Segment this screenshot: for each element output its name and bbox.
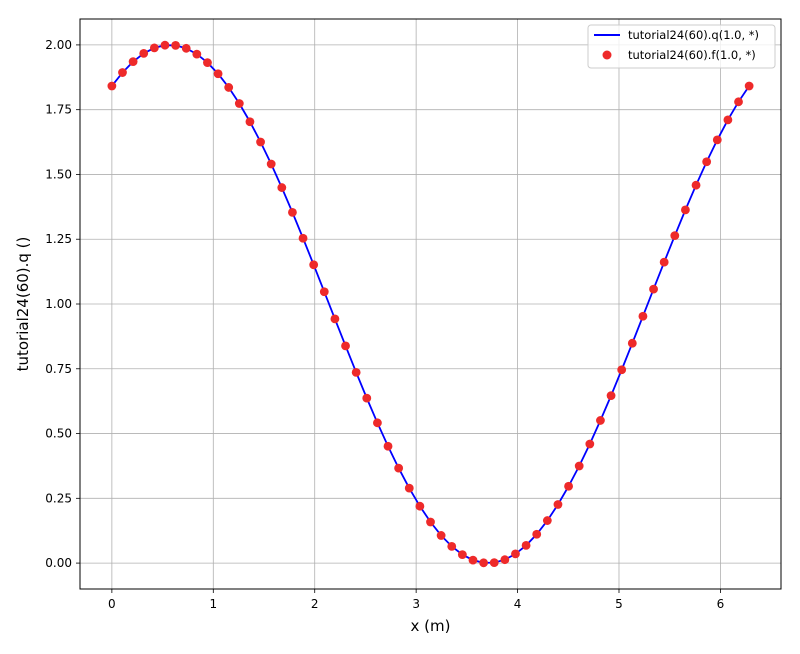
data-point-f xyxy=(309,260,319,270)
data-point-f xyxy=(638,311,648,321)
data-point-f xyxy=(149,43,159,53)
data-point-f xyxy=(266,159,276,169)
data-point-f xyxy=(574,461,584,471)
data-point-f xyxy=(521,541,531,550)
data-point-f xyxy=(744,81,754,91)
data-point-f xyxy=(319,287,329,297)
data-point-f xyxy=(596,416,605,425)
data-point-f xyxy=(447,541,457,551)
data-point-f xyxy=(383,441,393,451)
data-point-f xyxy=(479,558,489,568)
data-point-f xyxy=(203,58,212,67)
data-point-f xyxy=(691,180,701,190)
legend-box xyxy=(587,24,776,69)
data-point-f xyxy=(649,284,658,294)
legend-marker-swatch xyxy=(602,50,612,60)
x-tick-label: 0 xyxy=(108,597,116,611)
data-point-f xyxy=(171,40,181,50)
data-point-f xyxy=(213,69,223,79)
data-point-f xyxy=(734,97,743,107)
y-tick-label: 1.00 xyxy=(45,297,72,311)
data-point-f xyxy=(723,115,733,125)
data-point-f xyxy=(107,81,117,91)
data-point-f xyxy=(489,558,499,568)
data-point-f xyxy=(118,68,127,77)
data-point-f xyxy=(553,500,563,509)
data-point-f xyxy=(532,529,542,539)
data-point-f xyxy=(415,501,425,511)
data-point-f xyxy=(277,183,287,192)
data-point-f xyxy=(457,550,467,560)
legend-label-f: tutorial24(60).f(1.0, *) xyxy=(628,48,756,62)
data-point-f xyxy=(712,135,722,145)
x-tick-label: 4 xyxy=(514,597,522,611)
data-point-f xyxy=(670,231,680,241)
data-point-f xyxy=(436,531,446,540)
x-tick-label: 3 xyxy=(412,597,420,611)
data-point-f xyxy=(500,555,510,565)
data-point-f xyxy=(351,367,361,377)
x-axis-label: x (m) xyxy=(411,617,451,635)
y-tick-label: 0.25 xyxy=(45,491,72,505)
y-tick-label: 0.50 xyxy=(45,427,72,441)
y-tick-label: 1.75 xyxy=(45,103,72,117)
data-point-f xyxy=(702,157,712,167)
y-tick-label: 1.25 xyxy=(45,232,72,246)
plot-series xyxy=(107,40,754,568)
x-tick-label: 5 xyxy=(615,597,623,611)
data-point-f xyxy=(659,257,669,267)
data-point-f xyxy=(160,40,170,50)
data-point-f xyxy=(681,205,690,215)
legend-label-q: tutorial24(60).q(1.0, *) xyxy=(628,28,759,42)
data-point-f xyxy=(288,208,297,217)
data-point-f xyxy=(224,83,234,92)
x-tick-label: 6 xyxy=(717,597,725,611)
data-point-f xyxy=(511,549,520,559)
data-point-f xyxy=(404,483,414,493)
y-axis-label: tutorial24(60).q () xyxy=(14,237,32,372)
data-point-f xyxy=(606,391,616,400)
data-point-f xyxy=(330,314,340,324)
y-tick-label: 0.75 xyxy=(45,362,72,376)
y-tick-label: 2.00 xyxy=(45,38,72,52)
axis-ticks: 0 1 2 3 4 5 6 0.00 0.25 0.50 0.75 1.00 1.25 1.50 1.75 2… xyxy=(45,38,724,611)
data-point-f xyxy=(139,48,149,58)
data-point-f xyxy=(617,365,627,375)
data-point-f xyxy=(128,57,138,67)
data-point-f xyxy=(298,233,308,243)
data-point-f xyxy=(181,43,191,53)
data-point-f xyxy=(426,517,435,527)
x-tick-label: 2 xyxy=(311,597,319,611)
data-point-f xyxy=(256,137,265,147)
data-point-f xyxy=(627,338,637,348)
data-point-f xyxy=(542,516,552,525)
x-tick-label: 1 xyxy=(209,597,217,611)
data-point-f xyxy=(234,99,244,108)
data-point-f xyxy=(394,463,404,473)
data-point-f xyxy=(468,555,478,565)
y-tick-label: 0.00 xyxy=(45,556,72,570)
data-point-f xyxy=(373,418,382,428)
data-point-f xyxy=(362,393,372,403)
grid xyxy=(80,19,781,589)
data-point-f xyxy=(245,117,255,127)
y-tick-label: 1.50 xyxy=(45,167,72,181)
data-point-f xyxy=(341,341,350,351)
data-point-f xyxy=(192,49,202,59)
data-point-f xyxy=(564,481,573,491)
data-point-f xyxy=(585,439,595,449)
legend: tutorial24(60).q(1.0, *) tutorial24(60).… xyxy=(587,24,776,69)
